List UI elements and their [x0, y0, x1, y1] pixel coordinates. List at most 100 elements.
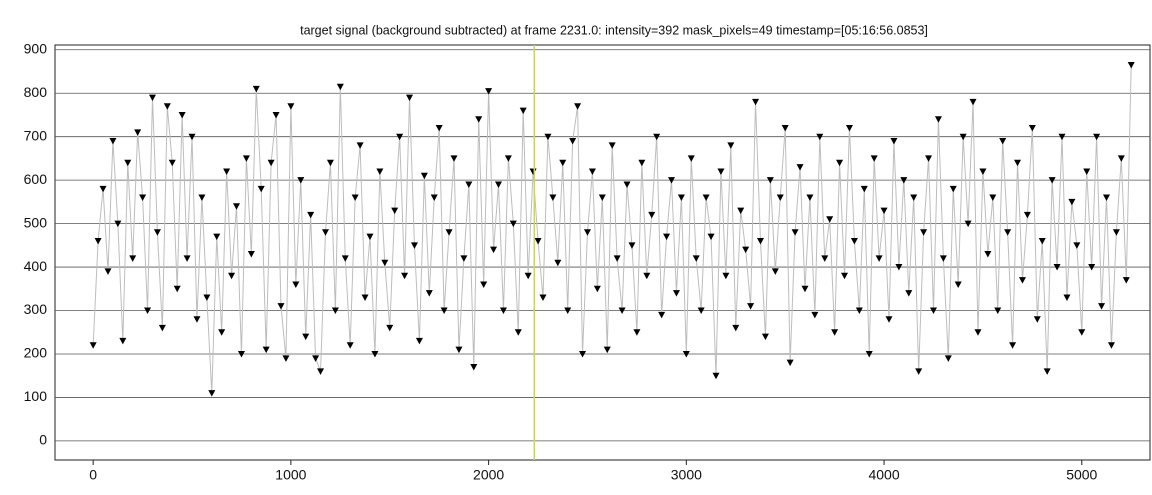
point-marker	[801, 285, 809, 293]
point-marker	[1053, 264, 1061, 271]
point-marker	[885, 316, 893, 323]
point-marker	[519, 107, 527, 115]
point-marker	[841, 272, 849, 280]
point-marker	[475, 116, 483, 123]
point-marker	[742, 246, 750, 254]
point-marker	[712, 372, 720, 380]
point-marker	[574, 103, 582, 110]
y-tick-label: 0	[39, 432, 47, 448]
point-marker	[401, 272, 409, 280]
point-marker	[262, 346, 270, 354]
point-marker	[668, 177, 676, 184]
point-marker	[1014, 159, 1022, 167]
point-marker	[687, 155, 695, 162]
point-marker	[366, 233, 374, 241]
point-marker	[638, 159, 646, 167]
point-marker	[242, 155, 250, 162]
point-marker	[158, 324, 166, 332]
point-marker	[247, 251, 255, 258]
point-marker	[1103, 194, 1111, 202]
point-marker	[653, 133, 661, 141]
point-marker	[460, 255, 468, 262]
point-marker	[588, 168, 596, 175]
point-marker	[153, 229, 161, 236]
point-marker	[297, 177, 305, 184]
point-marker	[282, 355, 290, 362]
point-marker	[539, 294, 547, 301]
point-marker	[509, 220, 517, 228]
point-marker	[905, 290, 913, 297]
point-marker	[959, 133, 967, 141]
point-marker	[1033, 316, 1041, 323]
point-marker	[470, 364, 478, 371]
point-marker	[228, 272, 236, 280]
point-marker	[178, 111, 186, 119]
point-marker	[549, 194, 557, 202]
point-marker	[302, 333, 310, 341]
point-marker	[287, 103, 295, 110]
point-marker	[890, 138, 898, 145]
point-marker	[1088, 264, 1096, 271]
point-marker	[915, 368, 923, 375]
point-marker	[949, 185, 957, 193]
point-marker	[821, 255, 829, 262]
point-marker	[969, 98, 977, 106]
point-marker	[994, 307, 1002, 315]
point-marker	[855, 307, 863, 315]
point-marker	[406, 94, 414, 102]
point-marker	[213, 233, 221, 241]
point-marker	[188, 133, 196, 141]
point-marker	[430, 194, 438, 202]
point-marker	[717, 168, 725, 175]
point-marker	[579, 350, 587, 358]
x-tick-label: 1000	[275, 467, 306, 483]
point-marker	[198, 194, 206, 202]
point-marker	[747, 303, 755, 310]
point-marker	[237, 350, 245, 358]
point-marker	[341, 255, 349, 262]
point-marker	[658, 311, 666, 319]
point-marker	[267, 159, 275, 167]
point-marker	[845, 125, 853, 132]
point-marker	[944, 355, 952, 362]
point-marker	[480, 281, 488, 288]
x-tick-label: 3000	[671, 467, 702, 483]
point-marker	[643, 272, 651, 280]
point-marker	[663, 233, 671, 241]
point-marker	[89, 342, 97, 349]
point-marker	[208, 390, 216, 397]
point-marker	[806, 194, 814, 202]
point-marker	[692, 255, 700, 262]
y-tick-label: 900	[24, 40, 48, 56]
point-marker	[534, 237, 542, 245]
point-marker	[999, 138, 1007, 145]
y-tick-label: 100	[24, 388, 48, 404]
point-marker	[1083, 168, 1091, 175]
point-marker	[1004, 229, 1012, 236]
point-marker	[99, 185, 107, 193]
point-marker	[1043, 368, 1051, 375]
point-marker	[129, 255, 137, 262]
point-marker	[435, 125, 443, 132]
point-marker	[420, 172, 428, 180]
point-marker	[816, 133, 824, 141]
point-marker	[831, 329, 839, 336]
point-marker	[386, 324, 394, 332]
point-marker	[702, 194, 710, 202]
point-marker	[900, 177, 908, 184]
point-marker	[331, 307, 339, 315]
point-marker	[277, 303, 285, 310]
point-marker	[559, 159, 567, 167]
point-marker	[272, 111, 280, 119]
x-tick-label: 4000	[868, 467, 899, 483]
point-marker	[756, 237, 764, 245]
point-marker	[336, 83, 344, 91]
point-marker	[148, 94, 156, 102]
point-marker	[361, 294, 369, 301]
point-marker	[144, 307, 152, 315]
point-marker	[865, 350, 873, 358]
point-marker	[494, 181, 502, 188]
point-marker	[628, 242, 636, 249]
point-marker	[440, 307, 448, 315]
